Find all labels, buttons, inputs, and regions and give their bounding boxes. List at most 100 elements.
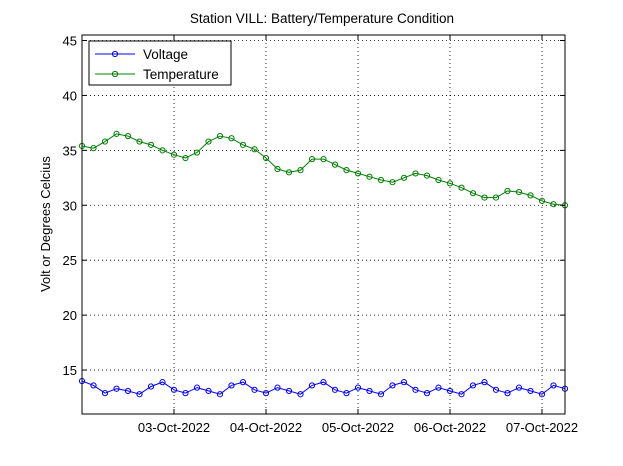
voltage-point <box>124 387 132 395</box>
y-tick-label: 15 <box>63 363 77 378</box>
voltage-point <box>216 391 224 398</box>
chart-title: Station VILL: Battery/Temperature Condit… <box>190 11 454 26</box>
legend-voltage-label: Voltage <box>143 47 188 62</box>
voltage-point <box>389 382 396 389</box>
legend-temperature-label: Temperature <box>143 67 219 82</box>
voltage-point <box>331 386 339 393</box>
y-tick-label: 30 <box>63 198 77 213</box>
temperature-point <box>101 138 109 145</box>
voltage-point <box>527 387 534 395</box>
temperature-point <box>182 154 189 162</box>
voltage-series-line <box>81 380 566 395</box>
voltage-point <box>446 387 454 395</box>
voltage-point <box>538 391 546 398</box>
x-tick-label: 04-Oct-2022 <box>230 420 302 435</box>
temperature-point <box>320 156 327 163</box>
voltage-point <box>101 390 109 397</box>
voltage-point <box>136 391 143 398</box>
voltage-point <box>435 384 442 391</box>
y-tick-label: 45 <box>63 33 77 48</box>
temperature-point <box>147 141 155 148</box>
temperature-point <box>205 138 212 145</box>
temperature-point <box>262 154 270 162</box>
temperature-point <box>412 170 419 177</box>
temperature-point <box>377 176 385 184</box>
temperature-point <box>435 176 442 184</box>
voltage-point <box>193 384 201 391</box>
voltage-point <box>274 384 281 391</box>
voltage-point <box>159 379 166 386</box>
voltage-point <box>354 384 362 391</box>
x-tick-label: 07-Oct-2022 <box>506 420 578 435</box>
y-tick-label: 25 <box>63 253 77 268</box>
voltage-point <box>515 384 523 391</box>
legend-voltage-marker <box>111 50 119 58</box>
legend-box <box>88 40 232 86</box>
voltage-point <box>343 390 350 397</box>
y-tick-label: 20 <box>63 308 77 323</box>
voltage-point <box>251 386 258 393</box>
temperature-point <box>389 179 396 186</box>
legend-temperature-marker <box>111 70 119 78</box>
temperature-point <box>216 132 224 140</box>
voltage-point <box>366 387 373 395</box>
voltage-point <box>481 379 488 386</box>
voltage-point <box>113 385 120 392</box>
temperature-point <box>239 141 247 148</box>
series-group <box>78 130 569 398</box>
temperature-point <box>354 170 362 177</box>
voltage-point <box>147 383 155 390</box>
plot-frame <box>81 34 566 415</box>
voltage-point <box>308 382 316 389</box>
temperature-point <box>366 173 373 180</box>
temperature-point <box>136 138 143 145</box>
x-tick-label: 06-Oct-2022 <box>414 420 486 435</box>
voltage-point <box>182 390 189 397</box>
y-tick-label: 40 <box>63 88 77 103</box>
voltage-point <box>285 387 293 395</box>
temperature-point <box>400 174 408 181</box>
temperature-point <box>550 201 557 208</box>
voltage-point <box>90 382 97 389</box>
legend: Voltage Temperature <box>88 40 232 86</box>
voltage-point <box>320 379 327 386</box>
temperature-point <box>515 188 523 196</box>
voltage-point <box>228 382 235 389</box>
voltage-point <box>469 382 477 389</box>
voltage-point <box>458 391 465 398</box>
voltage-point <box>239 379 247 386</box>
temperature-point <box>331 161 339 168</box>
voltage-point <box>297 391 304 398</box>
y-tick-label: 35 <box>63 143 77 158</box>
voltage-point <box>262 390 270 397</box>
temperature-point <box>492 194 500 201</box>
voltage-point <box>377 391 385 398</box>
temperature-point <box>469 190 477 197</box>
temperature-series-line <box>81 133 566 206</box>
voltage-point <box>170 386 178 393</box>
temperature-point <box>538 197 546 204</box>
temperature-point <box>527 192 534 199</box>
temperature-point <box>251 146 258 153</box>
voltage-point <box>550 382 557 389</box>
temperature-point <box>458 184 465 191</box>
voltage-point <box>412 386 419 393</box>
temperature-point <box>446 180 454 187</box>
temperature-point <box>504 187 511 195</box>
temperature-point <box>90 145 97 152</box>
voltage-point <box>205 387 212 395</box>
temperature-point <box>228 135 235 142</box>
temperature-point <box>193 149 201 156</box>
temperature-point <box>285 169 293 176</box>
voltage-point <box>492 386 500 393</box>
temperature-point <box>481 194 488 201</box>
voltage-point <box>423 390 431 397</box>
x-tick-label: 03-Oct-2022 <box>138 420 210 435</box>
y-axis-label: Volt or Degrees Celcius <box>38 156 53 292</box>
temperature-point <box>113 130 120 137</box>
temperature-point <box>308 156 316 163</box>
temperature-point <box>343 167 350 174</box>
temperature-point <box>297 167 304 174</box>
temperature-point <box>159 147 166 154</box>
